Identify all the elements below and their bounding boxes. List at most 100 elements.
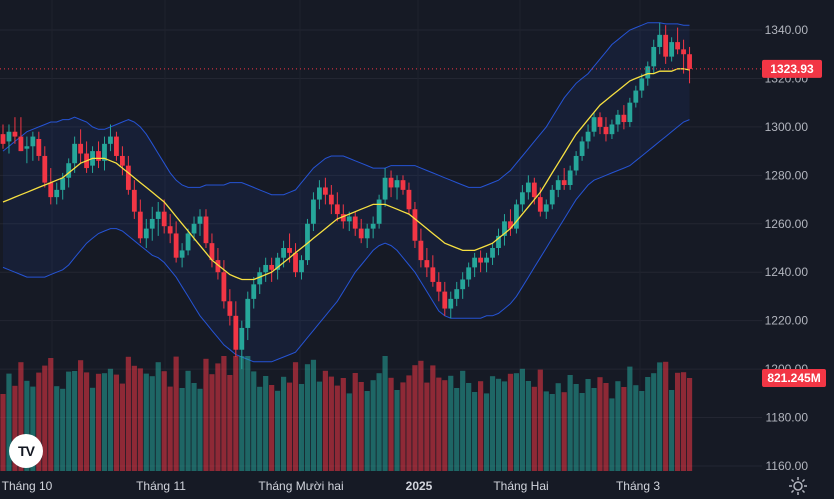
time-axis[interactable]: Tháng 10 Tháng 11 Tháng Mười hai 2025 Tháng … <box>2 479 661 493</box>
candle-body <box>669 42 675 57</box>
candle <box>155 201 161 236</box>
candle-body <box>305 223 310 261</box>
candle <box>149 206 155 241</box>
candle <box>448 291 454 319</box>
time-tick-label: Tháng Hai <box>493 479 548 493</box>
candle-body <box>663 34 669 57</box>
candle-body <box>137 211 143 239</box>
candle <box>543 199 549 219</box>
volume-bar <box>388 377 394 471</box>
candle <box>609 119 615 139</box>
volume-bar <box>269 385 275 471</box>
candle <box>567 165 573 190</box>
volume-bar <box>400 382 406 471</box>
candle-body <box>209 243 215 261</box>
candle <box>0 124 6 149</box>
volume-bar <box>304 364 311 471</box>
volume-bar <box>292 362 299 471</box>
volume-bar <box>657 362 663 471</box>
volume-bar <box>48 358 54 471</box>
volume-bar <box>137 368 143 471</box>
volume-bar <box>18 362 24 471</box>
candle-body <box>179 250 185 258</box>
volume-bar <box>215 363 221 471</box>
volume-bar <box>358 382 364 471</box>
volume-bar <box>185 370 191 471</box>
volume-bar <box>60 388 66 471</box>
volume-bar <box>412 365 418 471</box>
candle <box>436 272 442 302</box>
candle <box>191 216 197 241</box>
candle-body <box>239 327 245 350</box>
candle <box>24 136 30 164</box>
candle <box>245 291 251 341</box>
volume-bar <box>472 392 478 471</box>
price-axis[interactable]: 1340.001320.001300.001280.001260.001240.… <box>765 23 809 473</box>
candle <box>496 228 501 256</box>
volume-bar <box>209 374 215 471</box>
candle <box>108 124 113 152</box>
candle-body <box>24 146 30 149</box>
bollinger-band <box>2 22 690 363</box>
volume-bar <box>316 381 323 471</box>
candle-body <box>257 272 263 285</box>
band-lower-line <box>2 119 690 363</box>
candle <box>161 199 167 234</box>
candle <box>120 146 125 176</box>
candle-body <box>149 218 155 229</box>
candle <box>346 211 352 232</box>
volume-bar <box>101 373 108 471</box>
candle-body <box>227 301 233 316</box>
volume-bar <box>346 393 352 471</box>
candle <box>525 175 531 200</box>
candle <box>675 27 681 55</box>
candle-body <box>496 235 501 248</box>
volume-bar <box>125 356 131 471</box>
candle-body <box>388 177 394 188</box>
candle <box>484 252 489 273</box>
candle <box>442 281 448 316</box>
candle-body <box>328 194 334 205</box>
volume-bar <box>585 379 591 471</box>
candle <box>400 175 406 195</box>
volume-bar <box>6 373 12 471</box>
candle-body <box>48 182 54 198</box>
candle-body <box>651 46 657 67</box>
volume-bar <box>72 371 78 471</box>
candle <box>639 73 645 98</box>
volume-bar <box>275 390 281 471</box>
volume-bar <box>280 376 287 471</box>
volume-bar <box>119 383 125 471</box>
candle <box>478 250 483 273</box>
candle-body <box>143 228 149 239</box>
candle <box>114 131 119 161</box>
volume-bar <box>173 356 179 471</box>
candle-body <box>0 134 6 144</box>
candle <box>454 281 460 307</box>
candle <box>376 194 382 229</box>
volume-bar <box>239 356 245 471</box>
tradingview-logo[interactable]: TV <box>9 434 43 468</box>
volume-bar <box>483 393 490 471</box>
candle <box>257 267 263 295</box>
volume-bar <box>424 382 430 471</box>
candle-body <box>54 189 60 198</box>
gear-icon[interactable] <box>788 476 808 496</box>
candle <box>137 199 143 244</box>
candle <box>197 209 203 236</box>
candle-body <box>167 226 173 234</box>
time-tick-label: Tháng 11 <box>136 479 186 493</box>
candle <box>561 168 567 190</box>
candle-body <box>370 223 376 229</box>
candle <box>317 180 322 210</box>
candle-body <box>382 177 388 200</box>
volume-bar <box>519 368 525 471</box>
candle <box>424 248 430 278</box>
candle <box>514 199 519 234</box>
candle-body <box>233 315 239 350</box>
candle-body <box>466 267 472 280</box>
candle-body <box>436 281 442 292</box>
volume-bar <box>507 373 514 471</box>
